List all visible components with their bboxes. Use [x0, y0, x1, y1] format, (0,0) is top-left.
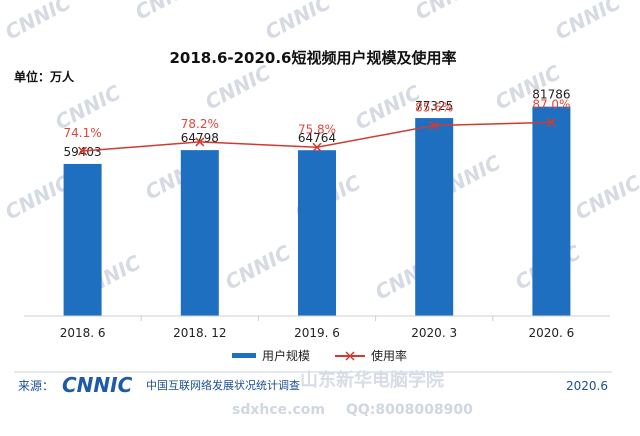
bar-3	[415, 118, 454, 316]
rate-value-label-3: 85.6%	[415, 100, 453, 114]
watermark-logo-7: CNNIC	[351, 80, 425, 134]
rate-value-label-4: 87.0%	[532, 97, 570, 111]
site-watermark-name: 山东新华电脑学院	[300, 369, 444, 391]
bar-series	[63, 106, 571, 316]
rate-marker-0	[78, 146, 88, 156]
watermark-logo-15: CNNIC	[221, 240, 295, 294]
legend-marker-rate	[345, 351, 355, 361]
rate-marker-stroke-b-4	[546, 117, 556, 127]
footer-org-name: 中国互联网络发展状况统计调查	[146, 378, 300, 392]
rate-markers	[78, 117, 556, 156]
bar-4	[532, 106, 571, 316]
site-watermark-qq: QQ:8008008900	[346, 402, 473, 418]
watermark-logo-13: CNNIC	[571, 170, 640, 224]
x-tick-label-1: 2018. 12	[173, 326, 226, 340]
footer-date: 2020.6	[566, 379, 608, 393]
rate-marker-stroke-b-1	[195, 137, 205, 147]
watermark-logo-0: CNNIC	[1, 0, 75, 44]
legend-marker-stroke-b	[345, 351, 355, 361]
legend: 用户规模 使用率	[232, 348, 407, 363]
rate-marker-3	[429, 120, 439, 130]
bar-1	[180, 150, 219, 316]
bar-value-label-3: 77325	[415, 99, 453, 113]
cnnic-logo: CNNIC	[62, 373, 133, 397]
watermark-logo-4: CNNIC	[551, 0, 625, 44]
rate-marker-2	[312, 142, 322, 152]
legend-label-users: 用户规模	[262, 348, 310, 363]
x-tick-label-3: 2020. 3	[411, 326, 457, 340]
bar-2	[298, 150, 336, 316]
rate-value-label-1: 78.2%	[181, 117, 219, 131]
rate-marker-stroke-b-2	[312, 142, 322, 152]
watermark-logo-3: CNNIC	[411, 0, 485, 24]
unit-label: 单位：万人	[14, 69, 75, 84]
chart-title: 2018.6-2020.6短视频用户规模及使用率	[170, 49, 457, 67]
watermark-logo-2: CNNIC	[261, 0, 335, 44]
rate-marker-stroke-b-0	[78, 146, 88, 156]
rate-value-label-0: 74.1%	[64, 126, 102, 140]
bar-value-label-2: 64764	[298, 131, 336, 145]
footer-source-label: 来源：	[18, 379, 54, 393]
watermark-logo-6: CNNIC	[201, 60, 275, 114]
watermark-logo-1: CNNIC	[131, 0, 205, 24]
x-axis-ticks: 2018. 6 2018. 12 2019. 6 2020. 3 2020. 6	[60, 316, 574, 340]
x-tick-label-2: 2019. 6	[294, 326, 340, 340]
rate-value-labels: 74.1% 78.2% 75.8% 85.6% 87.0%	[64, 97, 571, 140]
site-watermark-url: sdxhce.com	[232, 402, 325, 418]
legend-swatch-users	[232, 353, 256, 358]
legend-label-rate: 使用率	[371, 348, 407, 363]
rate-marker-1	[195, 137, 205, 147]
bar-0	[63, 163, 102, 316]
x-tick-label-4: 2020. 6	[528, 326, 574, 340]
rate-marker-4	[546, 117, 556, 127]
rate-marker-stroke-b-3	[429, 120, 439, 130]
x-tick-label-0: 2018. 6	[60, 326, 106, 340]
rate-value-label-2: 75.8%	[298, 122, 336, 136]
bar-value-label-4: 81786	[532, 88, 570, 102]
